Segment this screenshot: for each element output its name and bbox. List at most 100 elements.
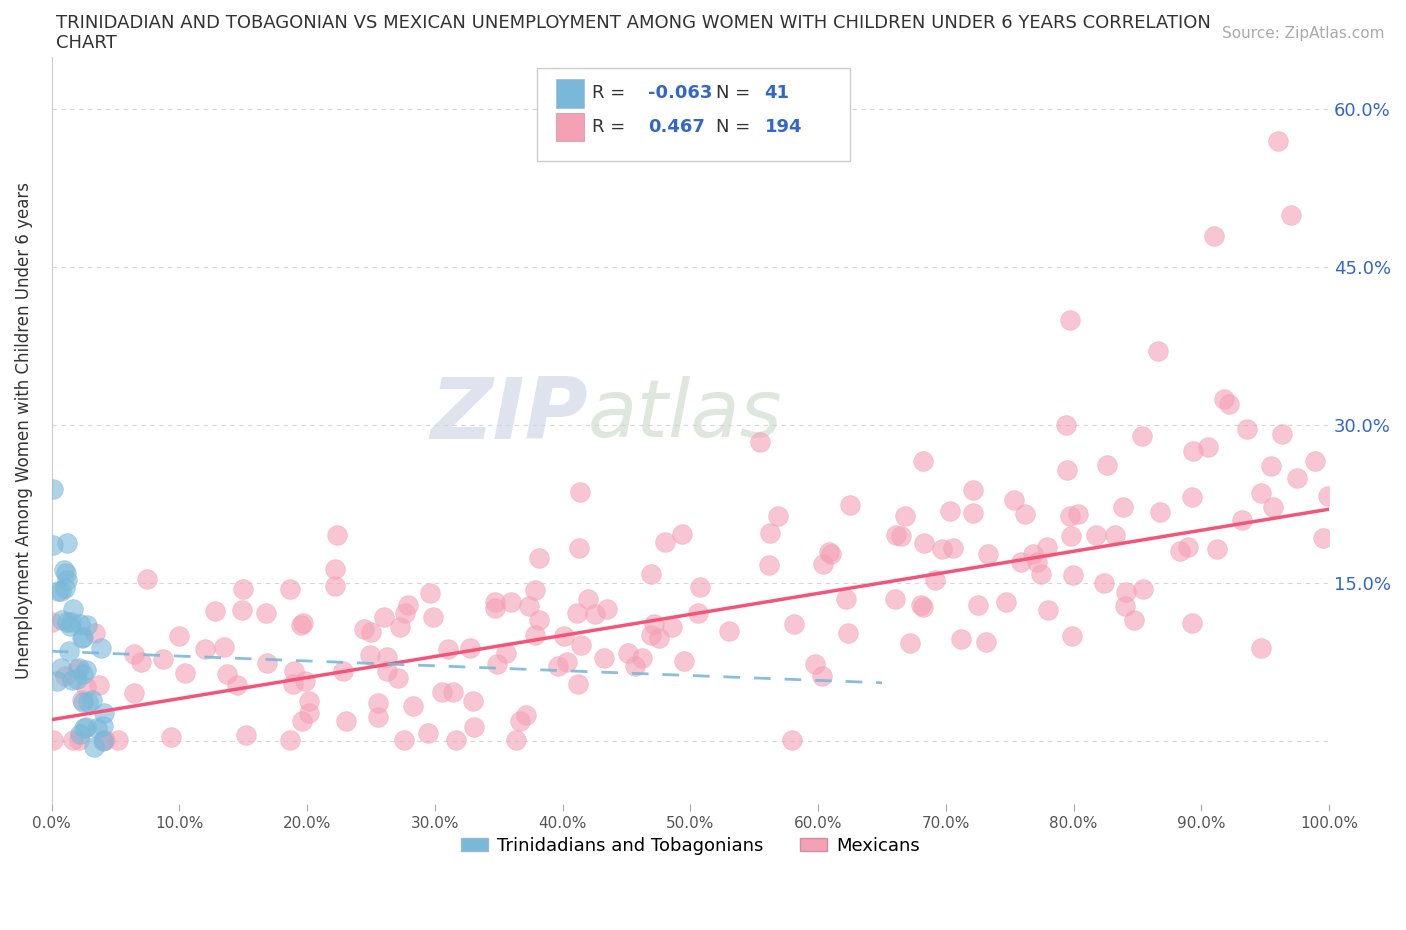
Point [883,591,905,606]
Point [389,619,412,634]
Point [444,732,467,747]
Point [838,498,860,512]
Point [495,645,517,660]
Point [1067,506,1090,521]
Point [759,525,782,540]
Point [98,826,121,841]
Point [375,649,398,664]
Point [912,536,935,551]
Point [977,547,1000,562]
Point [80,692,103,707]
Point [1168,544,1191,559]
Point [811,557,834,572]
Point [962,483,984,498]
Point [60,672,83,687]
Point [91,719,114,734]
Point [59,618,82,633]
Point [1177,539,1199,554]
Point [56,573,79,588]
Point [576,591,599,606]
Text: atlas: atlas [588,377,783,455]
Point [553,629,575,644]
Point [1002,493,1025,508]
Point [72,630,94,644]
Point [1084,527,1107,542]
Point [394,605,416,620]
Point [547,658,569,673]
Point [974,634,997,649]
Point [1149,505,1171,520]
Point [402,698,425,713]
Point [818,544,841,559]
Point [758,557,780,572]
Point [1260,458,1282,473]
Point [77,695,100,710]
Point [55,536,77,551]
Point [499,595,522,610]
Text: 41: 41 [765,85,789,102]
Text: CHART: CHART [56,34,117,52]
Point [1022,546,1045,561]
Point [325,578,347,593]
Point [72,666,94,681]
Point [1112,499,1135,514]
Point [1114,599,1136,614]
Text: N =: N = [716,118,756,136]
Point [215,667,238,682]
Text: Source: ZipAtlas.com: Source: ZipAtlas.com [1222,26,1385,41]
Point [1092,576,1115,591]
Point [1036,603,1059,618]
Point [283,664,305,679]
Point [173,665,195,680]
Point [583,606,606,621]
Point [294,674,316,689]
Point [517,598,540,613]
Point [69,617,91,631]
Point [419,586,441,601]
Point [939,503,962,518]
Point [1132,581,1154,596]
Point [128,884,150,899]
Point [122,685,145,700]
Point [509,713,531,728]
Point [104,821,127,836]
Point [91,734,114,749]
Point [1312,530,1334,545]
FancyBboxPatch shape [557,113,585,141]
Point [291,714,314,729]
Point [332,663,354,678]
Point [568,540,591,555]
Point [569,485,592,499]
Point [75,720,97,735]
Point [67,661,90,676]
Point [631,650,654,665]
Point [672,654,695,669]
Point [1230,512,1253,527]
Point [1317,488,1340,503]
Point [1267,134,1289,149]
Point [835,591,858,606]
Point [820,547,842,562]
Point [254,606,277,621]
Point [69,726,91,741]
Text: N =: N = [716,85,756,102]
Point [89,677,111,692]
Text: -0.063: -0.063 [648,85,713,102]
Point [567,605,589,620]
Point [890,528,912,543]
Point [1059,312,1081,327]
Point [353,621,375,636]
Point [42,538,65,552]
Point [529,551,551,565]
Point [107,732,129,747]
Point [1206,541,1229,556]
Point [1056,462,1078,477]
Point [484,594,506,609]
Point [159,730,181,745]
Point [1059,508,1081,523]
Point [66,671,89,686]
Point [204,603,226,618]
Point [515,708,537,723]
Point [232,581,254,596]
Point [66,662,89,677]
